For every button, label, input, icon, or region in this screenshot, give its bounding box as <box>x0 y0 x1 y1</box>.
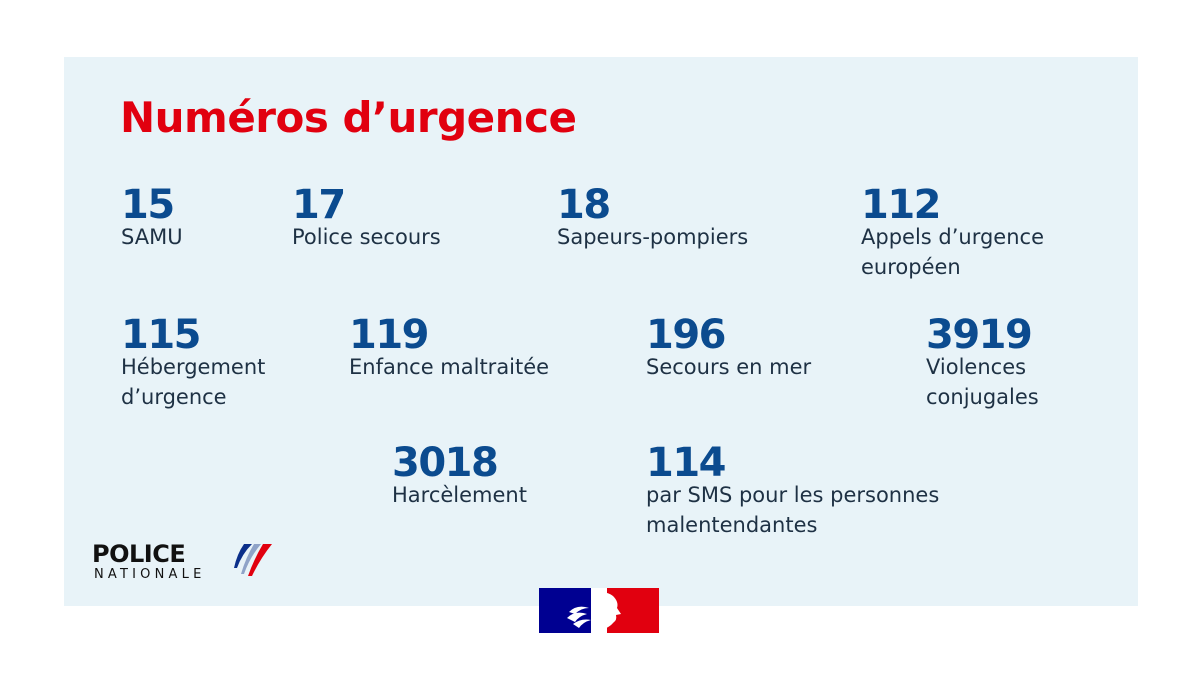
emergency-entry-police: 17 Police secours <box>292 182 532 252</box>
emergency-label: SAMU <box>121 225 183 249</box>
logo-nationale-text: NATIONALE <box>94 567 206 582</box>
emergency-label: par SMS pour les personnes malentendante… <box>646 483 940 537</box>
emergency-number: 114 <box>646 440 727 486</box>
emergency-label: Police secours <box>292 225 441 249</box>
emergency-label: Violences conjugales <box>926 355 1039 409</box>
emergency-label: Appels d’urgence européen <box>861 225 1045 279</box>
emergency-entry-hebergement: 115 Hébergement d’urgence <box>121 312 321 412</box>
emergency-entry-europe: 112 Appels d’urgence européen <box>861 182 1101 282</box>
emergency-entry-sms: 114 par SMS pour les personnes malentend… <box>646 440 1006 540</box>
emergency-entry-harcelement: 3018 Harcèlement <box>392 440 612 510</box>
page-title: Numéros d’urgence <box>120 93 577 142</box>
emergency-number: 15 <box>121 182 175 228</box>
logo-police-text: POLICE <box>92 540 186 568</box>
emergency-label: Sapeurs-pompiers <box>557 225 749 249</box>
emergency-number: 3018 <box>392 440 499 486</box>
emergency-number: 17 <box>292 182 346 228</box>
emergency-entry-pompiers: 18 Sapeurs-pompiers <box>557 182 827 252</box>
emergency-number: 119 <box>349 312 430 358</box>
emergency-entry-enfance: 119 Enfance maltraitée <box>349 312 619 382</box>
emergency-label: Harcèlement <box>392 483 527 507</box>
tricolor-stripes-icon <box>234 544 272 576</box>
marianne-emblem-icon <box>539 588 659 633</box>
emergency-number: 18 <box>557 182 611 228</box>
police-nationale-logo: POLICE NATIONALE <box>92 540 282 586</box>
emergency-label: Hébergement d’urgence <box>121 355 266 409</box>
emergency-entry-mer: 196 Secours en mer <box>646 312 886 382</box>
emergency-label: Enfance maltraitée <box>349 355 550 379</box>
info-panel <box>64 57 1138 606</box>
emergency-label: Secours en mer <box>646 355 812 379</box>
emergency-entry-samu: 15 SAMU <box>121 182 271 252</box>
emergency-number: 196 <box>646 312 727 358</box>
emergency-number: 112 <box>861 182 942 228</box>
emergency-number: 3919 <box>926 312 1033 358</box>
emergency-number: 115 <box>121 312 202 358</box>
emergency-entry-violences: 3919 Violences conjugales <box>926 312 1096 412</box>
